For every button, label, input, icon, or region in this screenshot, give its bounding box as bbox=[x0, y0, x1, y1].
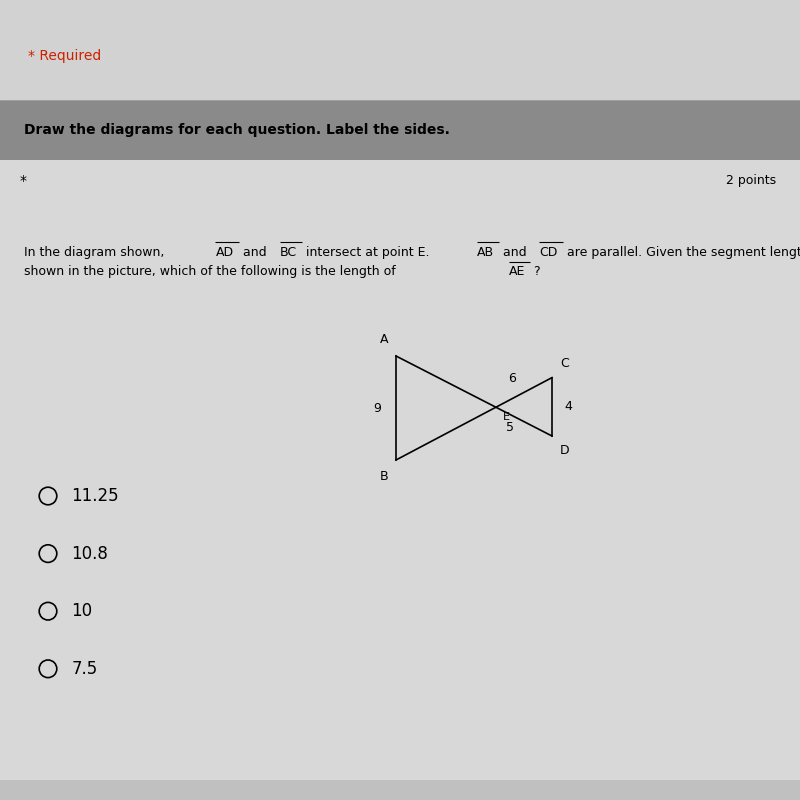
Text: 10.8: 10.8 bbox=[71, 545, 108, 562]
Text: AD: AD bbox=[215, 246, 234, 259]
Text: BC: BC bbox=[280, 246, 297, 259]
Text: In the diagram shown,: In the diagram shown, bbox=[24, 246, 172, 259]
Text: 6: 6 bbox=[508, 372, 516, 385]
Text: are parallel. Given the segment lengths: are parallel. Given the segment lengths bbox=[563, 246, 800, 259]
Text: and: and bbox=[498, 246, 530, 259]
Text: 4: 4 bbox=[564, 400, 572, 414]
Text: * Required: * Required bbox=[28, 49, 102, 63]
Text: A: A bbox=[379, 334, 388, 346]
Bar bbox=[0, 160, 800, 784]
Text: shown in the picture, which of the following is the length of: shown in the picture, which of the follo… bbox=[24, 265, 400, 278]
Text: 9: 9 bbox=[374, 402, 382, 414]
Text: 10: 10 bbox=[71, 602, 92, 620]
Text: C: C bbox=[560, 357, 569, 370]
Text: 11.25: 11.25 bbox=[71, 487, 119, 505]
Text: intersect at point E.: intersect at point E. bbox=[302, 246, 438, 259]
Text: E: E bbox=[502, 412, 510, 422]
Text: CD: CD bbox=[539, 246, 558, 259]
Text: D: D bbox=[560, 444, 570, 457]
Text: and: and bbox=[239, 246, 270, 259]
Text: Draw the diagrams for each question. Label the sides.: Draw the diagrams for each question. Lab… bbox=[24, 123, 450, 137]
Text: 2 points: 2 points bbox=[726, 174, 776, 187]
Text: ?: ? bbox=[530, 265, 541, 278]
Text: 7.5: 7.5 bbox=[71, 660, 98, 678]
Text: AB: AB bbox=[477, 246, 494, 259]
Bar bbox=[0, 780, 800, 800]
Text: 5: 5 bbox=[506, 421, 514, 434]
Bar bbox=[0, 100, 800, 160]
Text: B: B bbox=[379, 470, 388, 482]
Text: AE: AE bbox=[509, 265, 526, 278]
Bar bbox=[0, 0, 800, 100]
Text: *: * bbox=[20, 174, 27, 188]
